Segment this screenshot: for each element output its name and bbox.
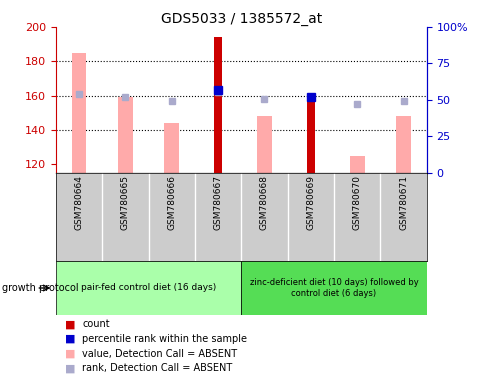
Text: GSM780670: GSM780670 — [352, 175, 361, 230]
Text: zinc-deficient diet (10 days) followed by
control diet (6 days): zinc-deficient diet (10 days) followed b… — [249, 278, 418, 298]
Text: GSM780664: GSM780664 — [75, 175, 83, 230]
Text: count: count — [82, 319, 110, 329]
Bar — [306, 97, 315, 173]
Text: ■: ■ — [65, 334, 76, 344]
Bar — [395, 116, 410, 173]
Bar — [241, 261, 426, 315]
Bar — [257, 116, 272, 173]
Text: value, Detection Call = ABSENT: value, Detection Call = ABSENT — [82, 349, 237, 359]
Text: GSM780665: GSM780665 — [121, 175, 130, 230]
Bar — [56, 261, 241, 315]
Text: ■: ■ — [65, 363, 76, 373]
Text: growth protocol: growth protocol — [2, 283, 79, 293]
Bar — [118, 97, 133, 173]
Text: GSM780666: GSM780666 — [167, 175, 176, 230]
Bar — [72, 53, 86, 173]
Text: pair-fed control diet (16 days): pair-fed control diet (16 days) — [81, 283, 216, 293]
Text: GSM780668: GSM780668 — [259, 175, 269, 230]
Bar — [164, 123, 179, 173]
Text: ■: ■ — [65, 349, 76, 359]
Bar — [213, 37, 222, 173]
Text: rank, Detection Call = ABSENT: rank, Detection Call = ABSENT — [82, 363, 232, 373]
Text: ■: ■ — [65, 319, 76, 329]
Text: GSM780671: GSM780671 — [398, 175, 407, 230]
Bar — [349, 156, 364, 173]
Title: GDS5033 / 1385572_at: GDS5033 / 1385572_at — [160, 12, 321, 26]
Text: percentile rank within the sample: percentile rank within the sample — [82, 334, 247, 344]
Text: GSM780667: GSM780667 — [213, 175, 222, 230]
Text: GSM780669: GSM780669 — [306, 175, 315, 230]
